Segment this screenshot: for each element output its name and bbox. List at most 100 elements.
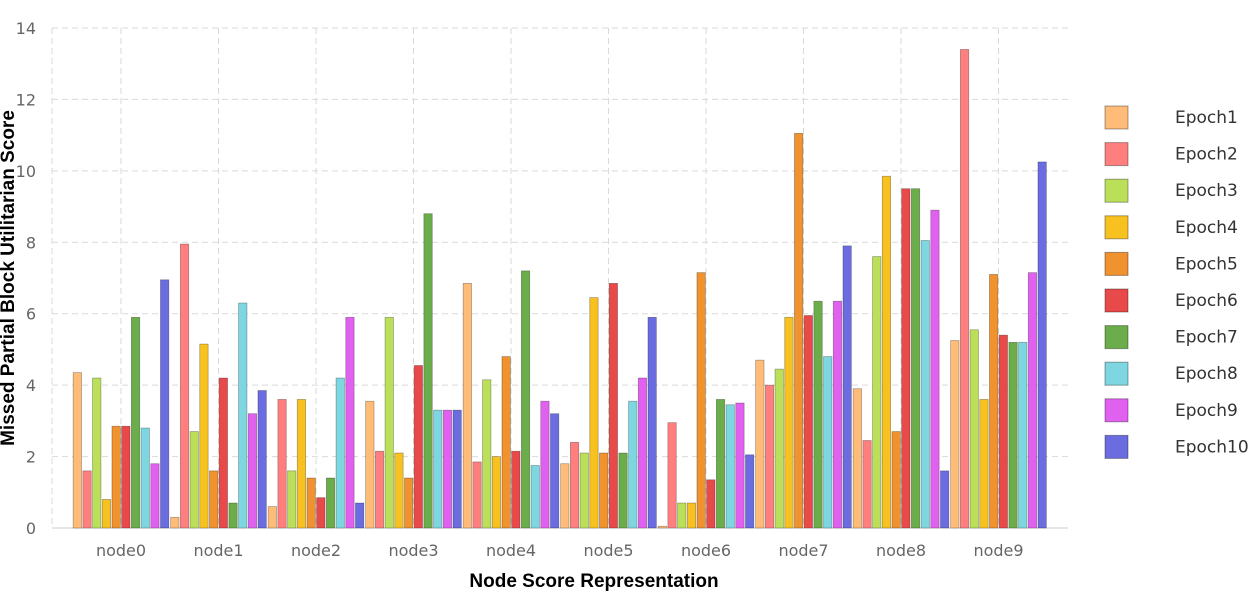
bar-node7-epoch3 [774,368,784,529]
legend-label-epoch6: Epoch6 [1175,291,1238,311]
bar-node7-epoch8 [823,356,833,529]
legend-swatch-epoch4 [1104,215,1129,240]
bar-node9-epoch9 [1027,272,1037,529]
bar-node4-epoch10 [550,413,560,529]
bar-node6-epoch1 [657,525,667,529]
bar-node5-epoch4 [589,297,599,529]
bar-node9-epoch1 [950,340,960,529]
bar-node8-epoch9 [930,209,940,529]
bar-node1-epoch5 [209,470,219,529]
bar-node5-epoch2 [569,441,580,529]
bar-node2-epoch9 [345,316,355,529]
bar-node8-epoch8 [920,240,930,529]
legend-swatch-epoch10 [1104,434,1129,459]
legend-label-epoch9: Epoch9 [1175,401,1238,421]
legend-label-epoch3: Epoch3 [1175,181,1238,201]
bar-node8-epoch7 [910,188,921,529]
bar-node2-epoch7 [326,477,336,529]
x-tick-label: node8 [876,541,926,560]
bar-node9-epoch10 [1037,161,1047,529]
bar-node4-epoch5 [501,356,511,529]
bar-node7-epoch5 [794,133,804,529]
bar-node5-epoch9 [637,377,647,529]
bar-node4-epoch6 [511,450,521,529]
y-axis-title: Missed Partial Block Utilitarian Score [0,110,19,446]
bar-node1-epoch4 [199,343,209,529]
bar-node5-epoch6 [608,283,618,529]
bar-node3-epoch9 [442,409,452,529]
bar-node9-epoch5 [989,274,999,529]
bar-node5-epoch1 [560,463,570,529]
bars-layer [72,49,1047,529]
legend-swatch-epoch7 [1104,325,1129,350]
bar-node1-epoch8 [238,302,248,529]
bar-node5-epoch8 [628,400,638,529]
bar-node4-epoch3 [482,379,492,529]
bar-node4-epoch2 [472,461,482,529]
bar-node7-epoch7 [813,300,823,529]
bar-node8-epoch1 [852,388,862,529]
bar-node8-epoch6 [901,188,911,529]
x-axis-title: Node Score Representation [469,571,718,592]
x-tick-label: node0 [96,541,146,560]
legend-label-epoch1: Epoch1 [1175,108,1238,128]
legend: Epoch1 Epoch2 Epoch3 Epoch4 Epoch5 Epoch6 Epoc… [1104,105,1249,459]
bar-node2-epoch10 [355,502,365,529]
bar-node0-epoch9 [150,463,160,529]
bar-node7-epoch6 [803,315,813,529]
legend-swatch-epoch5 [1104,251,1129,276]
bar-node0-epoch6 [121,425,131,529]
x-tick-label: node6 [681,541,731,560]
bar-node2-epoch1 [267,506,277,529]
bar-node9-epoch8 [1018,341,1028,529]
legend-label-epoch2: Epoch2 [1175,145,1238,165]
bar-node0-epoch2 [82,470,92,529]
bar-node1-epoch10 [257,390,267,529]
legend-label-epoch8: Epoch8 [1175,364,1238,384]
x-tick-label: node5 [583,541,633,560]
bar-node4-epoch4 [491,456,501,529]
bar-node5-epoch7 [618,452,628,529]
x-tick-label: node2 [291,541,341,560]
bar-node6-epoch2 [667,422,677,529]
legend-swatch-epoch8 [1104,361,1129,386]
legend-label-epoch5: Epoch5 [1175,254,1238,274]
bar-node2-epoch3 [287,470,297,529]
y-tick-label: 10 [16,162,36,181]
bar-node6-epoch8 [725,404,735,529]
x-tick-label: node3 [388,541,438,560]
legend-label-epoch7: Epoch7 [1175,328,1238,348]
legend-swatch-epoch6 [1104,288,1129,313]
y-tick-label: 6 [26,305,36,324]
bar-node1-epoch7 [228,502,238,529]
bar-node0-epoch1 [72,372,82,529]
bar-node8-epoch5 [891,431,901,529]
bar-node2-epoch6 [316,497,326,529]
ticks-layer: 0 2 4 6 8 10 12 14 node0 node1 node2 node3 node4 node… [16,19,1024,560]
bar-node6-epoch3 [677,502,687,529]
legend-swatch-epoch2 [1104,142,1129,167]
bar-node0-epoch3 [92,377,102,529]
bar-node3-epoch7 [423,213,433,529]
y-tick-label: 4 [26,376,36,395]
legend-swatch-epoch1 [1104,105,1129,130]
bar-node8-epoch4 [881,175,891,529]
legend-label-epoch4: Epoch4 [1175,218,1238,238]
legend-label-epoch10: Epoch10 [1175,437,1249,457]
bar-node3-epoch10 [452,409,462,529]
bar-node5-epoch3 [579,452,589,529]
bar-node0-epoch4 [101,499,111,529]
bar-node6-epoch5 [696,272,706,529]
bar-node8-epoch3 [872,256,882,529]
bar-node7-epoch10 [842,245,852,529]
bar-node0-epoch8 [140,427,150,529]
x-tick-label: node1 [193,541,243,560]
bar-node9-epoch4 [979,399,989,529]
bar-node8-epoch2 [862,440,872,529]
bar-node4-epoch9 [540,400,550,529]
bar-node6-epoch6 [706,479,716,529]
bar-node5-epoch5 [599,452,609,529]
bar-node9-epoch6 [998,334,1008,529]
bar-node5-epoch10 [647,316,657,529]
